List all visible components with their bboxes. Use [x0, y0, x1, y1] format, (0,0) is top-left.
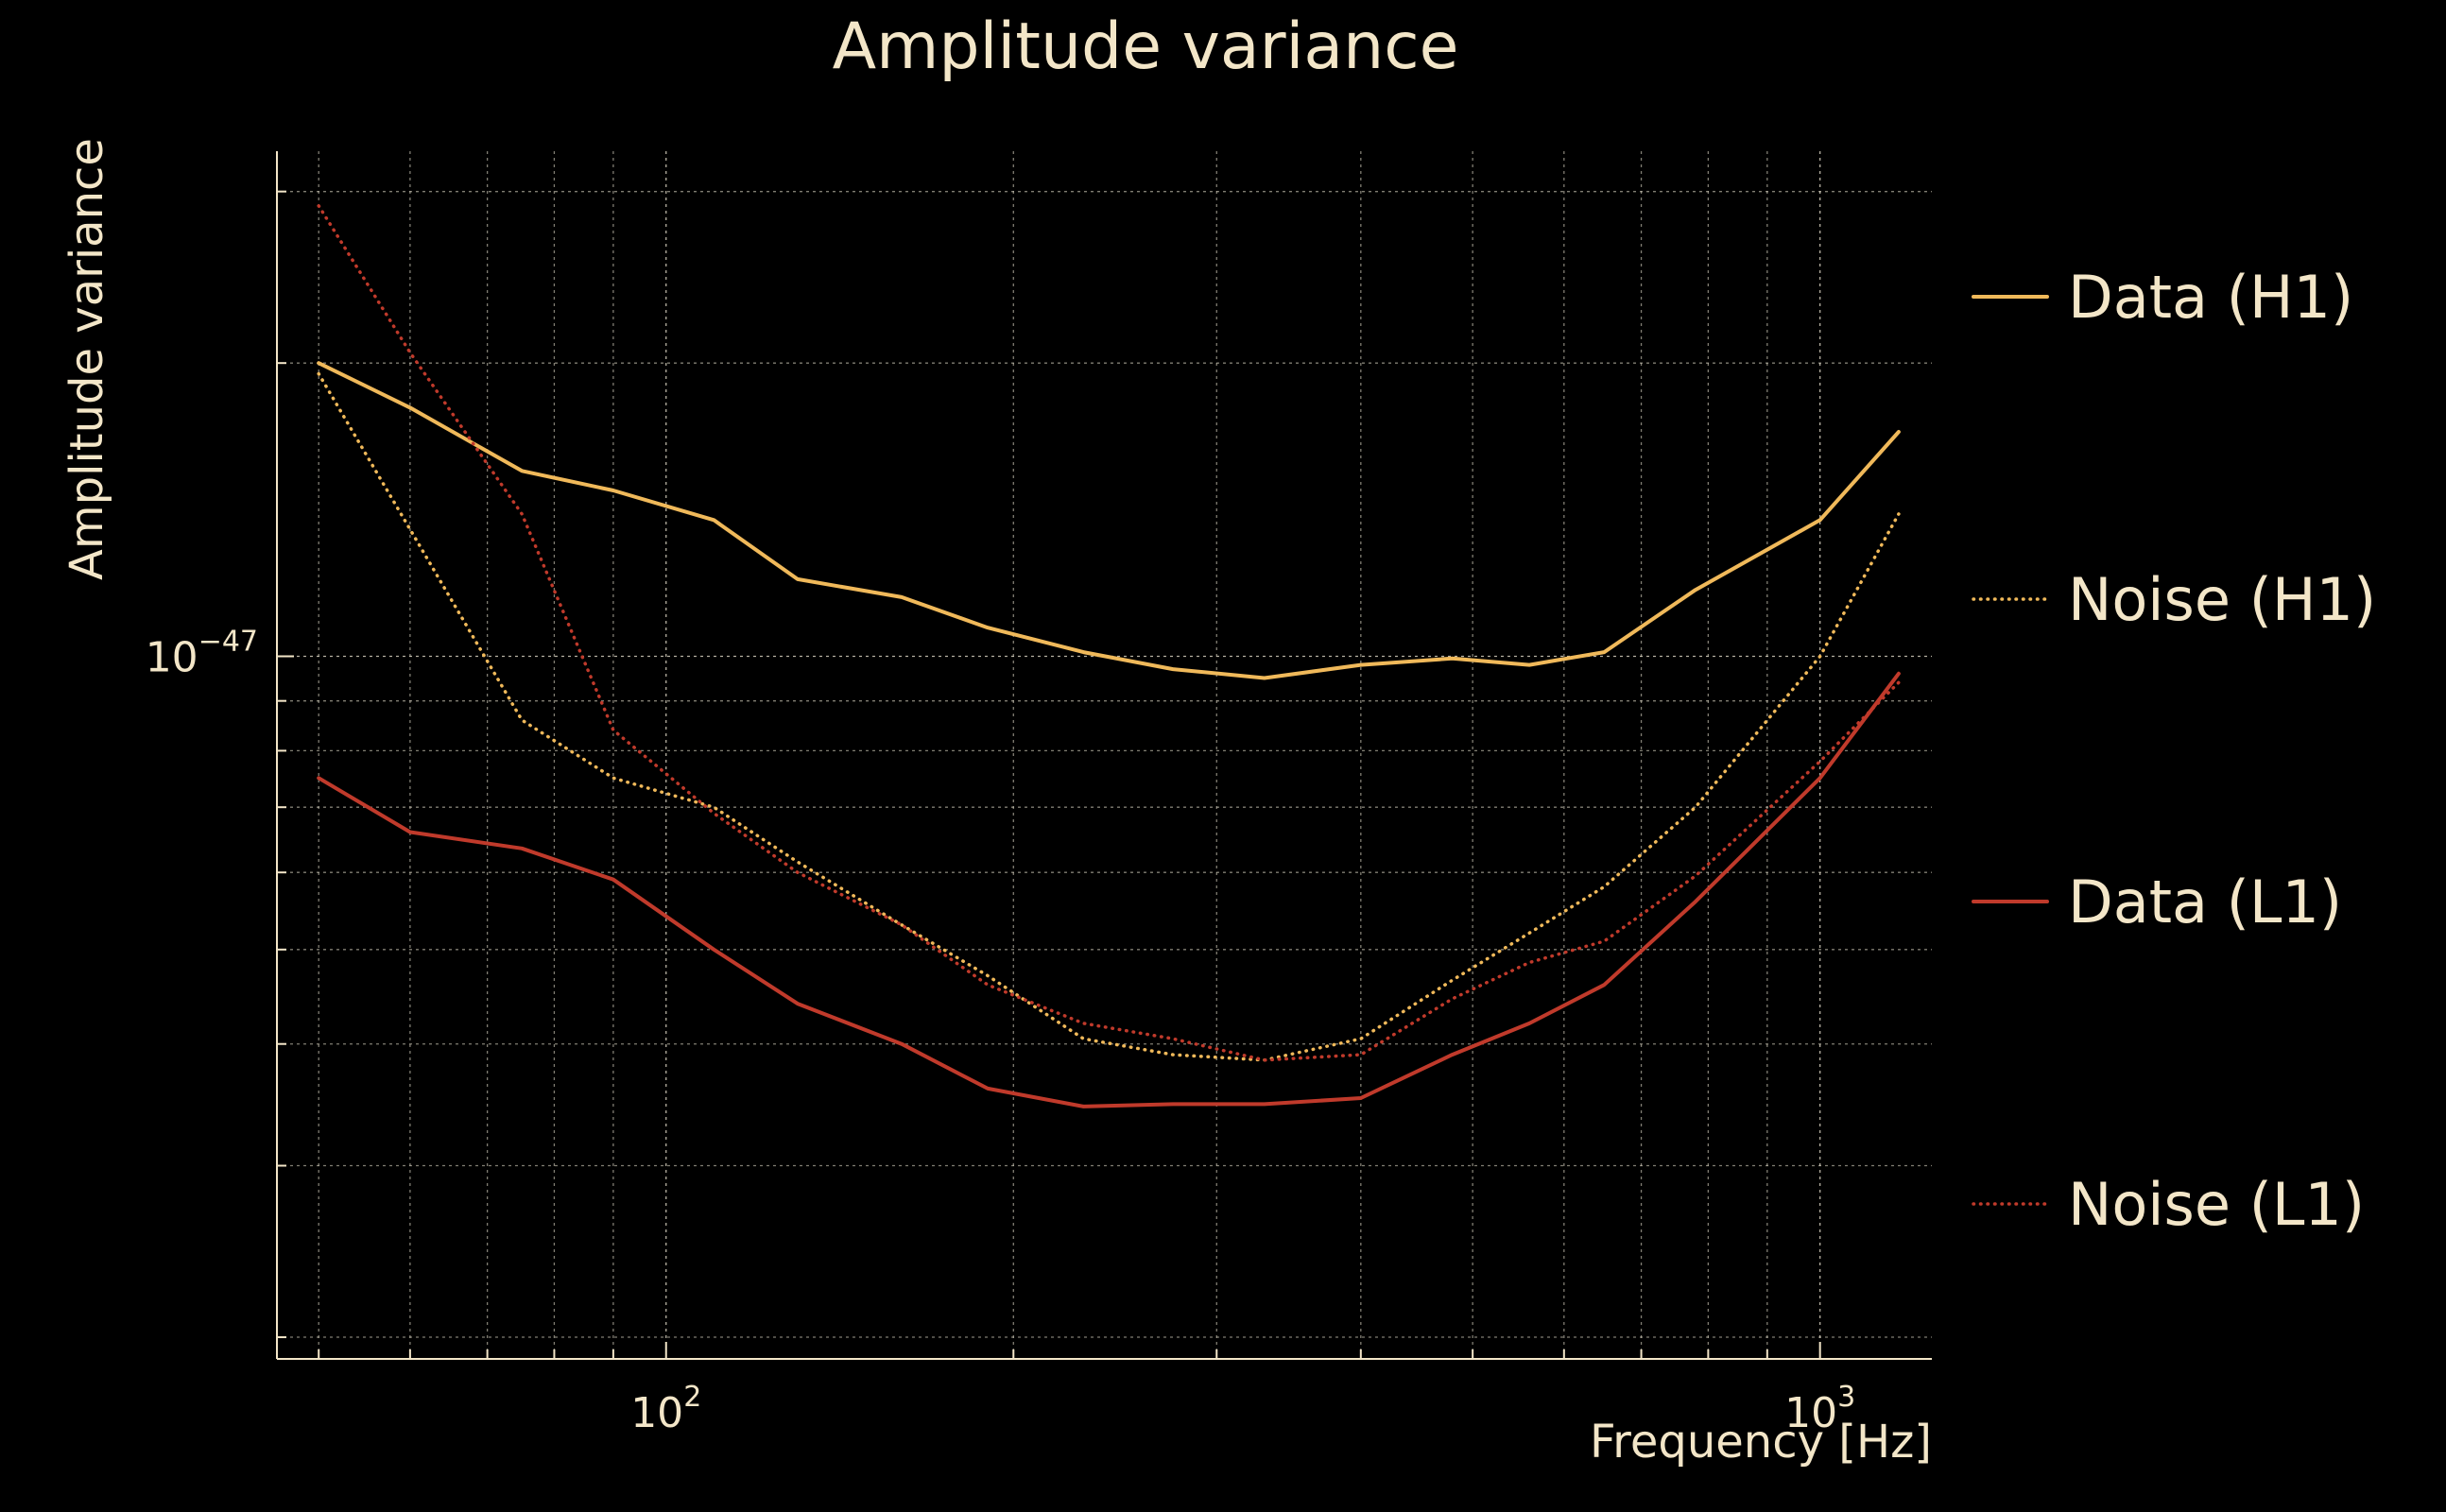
legend-label-data-h1: Data (H1) — [2068, 263, 2353, 332]
series-lines — [317, 204, 1901, 1108]
legend-label-data-l1: Data (L1) — [2068, 868, 2342, 936]
y-tick-label: 10−47 — [146, 626, 258, 682]
axes: 102 103 10−47 — [146, 151, 1932, 1437]
series-line-noise-h1 — [317, 371, 1901, 1062]
chart-title: Amplitude variance — [833, 9, 1459, 84]
grid — [277, 151, 1932, 1359]
legend-label-noise-l1: Noise (L1) — [2068, 1170, 2365, 1239]
series-line-data-l1 — [317, 671, 1901, 1108]
x-tick-label: 103 — [1784, 1381, 1855, 1437]
y-axis-label: Amplitude variance — [60, 138, 113, 580]
series-line-data-h1 — [317, 361, 1901, 680]
series-line-noise-l1 — [317, 204, 1901, 1062]
x-tick-label: 102 — [630, 1381, 701, 1437]
x-axis-label: Frequency [Hz] — [1590, 1416, 1932, 1469]
legend-label-noise-h1: Noise (H1) — [2068, 565, 2376, 634]
legend: Data (H1) Noise (H1) Data (L1) Noise (L1) — [1972, 263, 2376, 1239]
